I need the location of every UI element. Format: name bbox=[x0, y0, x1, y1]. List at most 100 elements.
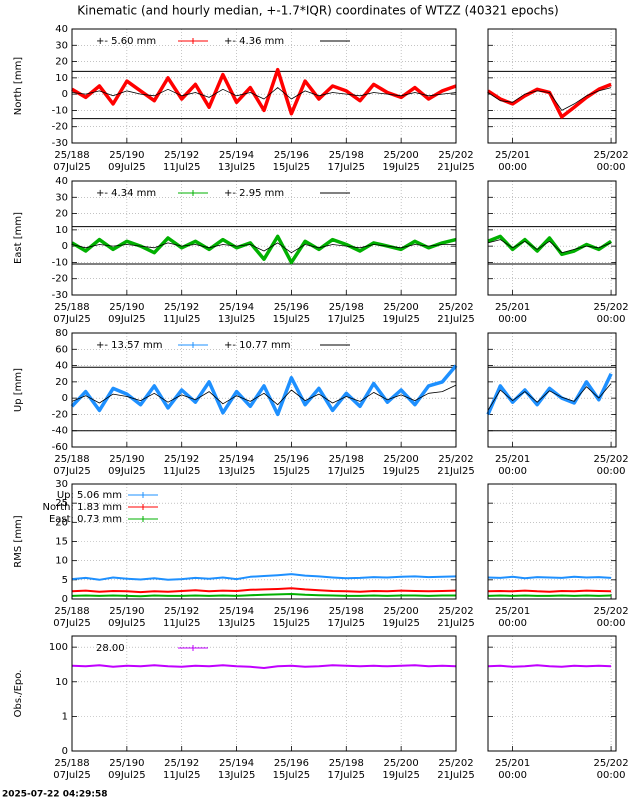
y-tick-label: -10 bbox=[52, 105, 68, 116]
legend-label: +- 2.95 mm bbox=[224, 188, 284, 199]
y-tick-label: 20 bbox=[55, 517, 68, 528]
x-tick-label: 25/201 bbox=[495, 454, 530, 465]
x-tick-date: 19Jul25 bbox=[382, 314, 420, 325]
x-tick-date: 17Jul25 bbox=[328, 466, 366, 477]
legend-marker bbox=[190, 342, 196, 348]
x-tick-label: 25/196 bbox=[274, 150, 309, 161]
series-line bbox=[71, 67, 457, 116]
x-tick-label: 25/190 bbox=[109, 302, 144, 313]
x-tick-date: 13Jul25 bbox=[218, 618, 256, 629]
x-tick-date: 17Jul25 bbox=[328, 618, 366, 629]
x-tick-label: 25/200 bbox=[384, 454, 419, 465]
x-tick-date: 11Jul25 bbox=[163, 162, 201, 173]
series-line bbox=[487, 664, 612, 668]
legend-label: East: 0.73 mm bbox=[49, 514, 122, 525]
y-tick-label: -30 bbox=[52, 138, 68, 149]
x-tick-date: 19Jul25 bbox=[382, 618, 420, 629]
x-tick-date: 00:00 bbox=[498, 466, 527, 477]
plot-frame bbox=[487, 635, 617, 752]
x-tick-label: 25/194 bbox=[219, 302, 254, 313]
x-tick-label: 25/200 bbox=[384, 302, 419, 313]
x-tick-date: 00:00 bbox=[498, 162, 527, 173]
series-line bbox=[71, 593, 456, 598]
y-axis-label: Obs./Epo. bbox=[13, 670, 24, 718]
x-tick-date: 17Jul25 bbox=[328, 314, 366, 325]
x-tick-date: 15Jul25 bbox=[273, 314, 311, 325]
y-tick-label: -20 bbox=[52, 409, 68, 420]
y-axis-label: North [mm] bbox=[13, 57, 24, 116]
x-tick-label: 25/200 bbox=[384, 606, 419, 617]
x-tick-date: 07Jul25 bbox=[53, 162, 91, 173]
y-tick-label: -10 bbox=[52, 257, 68, 268]
series-line bbox=[71, 664, 457, 669]
plot-frame bbox=[71, 28, 457, 144]
y-tick-label: 30 bbox=[55, 192, 68, 203]
y-tick-label: 30 bbox=[55, 40, 68, 51]
x-tick-label: 25/200 bbox=[384, 758, 419, 769]
plot-frame bbox=[487, 180, 617, 296]
legend-label: Up: 5.06 mm bbox=[57, 490, 122, 501]
x-tick-label: 25/201 bbox=[495, 606, 530, 617]
legend-label: +- 4.34 mm bbox=[96, 188, 156, 199]
x-tick-date: 09Jul25 bbox=[108, 618, 146, 629]
x-tick-label: 25/194 bbox=[219, 606, 254, 617]
x-tick-label: 25/198 bbox=[329, 302, 364, 313]
x-tick-label: 25/192 bbox=[164, 454, 199, 465]
x-tick-date: 11Jul25 bbox=[163, 314, 201, 325]
x-tick-date: 15Jul25 bbox=[273, 466, 311, 477]
x-tick-label: 25/190 bbox=[109, 150, 144, 161]
x-tick-date: 13Jul25 bbox=[218, 770, 256, 781]
x-tick-date: 13Jul25 bbox=[218, 314, 256, 325]
y-tick-label: 20 bbox=[55, 57, 68, 68]
x-tick-date: 19Jul25 bbox=[382, 162, 420, 173]
x-tick-date: 13Jul25 bbox=[218, 466, 256, 477]
x-tick-date: 00:00 bbox=[498, 770, 527, 781]
y-axis-label: East [mm] bbox=[13, 212, 24, 264]
x-tick-label: 25/198 bbox=[329, 454, 364, 465]
x-tick-date: 13Jul25 bbox=[218, 162, 256, 173]
timestamp: 2025-07-22 04:29:58 bbox=[2, 790, 107, 800]
x-tick-label: 25/202 bbox=[438, 606, 473, 617]
y-tick-label: 20 bbox=[55, 209, 68, 220]
series-line bbox=[71, 384, 457, 406]
x-tick-date: 21Jul25 bbox=[437, 466, 475, 477]
y-tick-label: -20 bbox=[52, 274, 68, 285]
y-tick-label: 10 bbox=[55, 556, 68, 567]
y-tick-label: 1 bbox=[62, 711, 68, 722]
x-tick-date: 09Jul25 bbox=[108, 162, 146, 173]
series-line bbox=[71, 234, 457, 265]
legend-marker bbox=[140, 492, 146, 498]
legend-marker bbox=[140, 516, 146, 522]
y-tick-label: 0 bbox=[62, 241, 68, 252]
y-tick-label: 10 bbox=[55, 73, 68, 84]
legend-marker bbox=[140, 504, 146, 510]
plot-frame bbox=[71, 483, 457, 600]
x-tick-date: 11Jul25 bbox=[163, 618, 201, 629]
x-tick-label: 25/188 bbox=[54, 606, 89, 617]
x-tick-date: 00:00 bbox=[498, 314, 527, 325]
y-tick-label: 30 bbox=[55, 479, 68, 490]
series-line bbox=[487, 239, 612, 254]
y-tick-label: 80 bbox=[55, 328, 68, 339]
y-tick-label: 5 bbox=[62, 575, 68, 586]
x-tick-label: 25/194 bbox=[219, 454, 254, 465]
x-tick-label: 25/198 bbox=[329, 758, 364, 769]
x-tick-label: 25/202 bbox=[438, 758, 473, 769]
plot-frame bbox=[487, 332, 617, 448]
y-tick-label: 40 bbox=[55, 176, 68, 187]
x-tick-date: 09Jul25 bbox=[108, 770, 146, 781]
x-tick-label: 25/188 bbox=[54, 758, 89, 769]
x-tick-date: 19Jul25 bbox=[382, 466, 420, 477]
legend-label: +- 4.36 mm bbox=[224, 36, 284, 47]
x-tick-label: 25/201 bbox=[495, 150, 530, 161]
x-tick-label: 25/202 bbox=[593, 454, 628, 465]
y-tick-label: 0 bbox=[62, 393, 68, 404]
y-tick-label: 10 bbox=[55, 677, 68, 688]
x-tick-label: 25/198 bbox=[329, 606, 364, 617]
x-tick-date: 07Jul25 bbox=[53, 770, 91, 781]
x-tick-date: 07Jul25 bbox=[53, 466, 91, 477]
x-tick-date: 07Jul25 bbox=[53, 314, 91, 325]
series-line bbox=[487, 589, 612, 593]
